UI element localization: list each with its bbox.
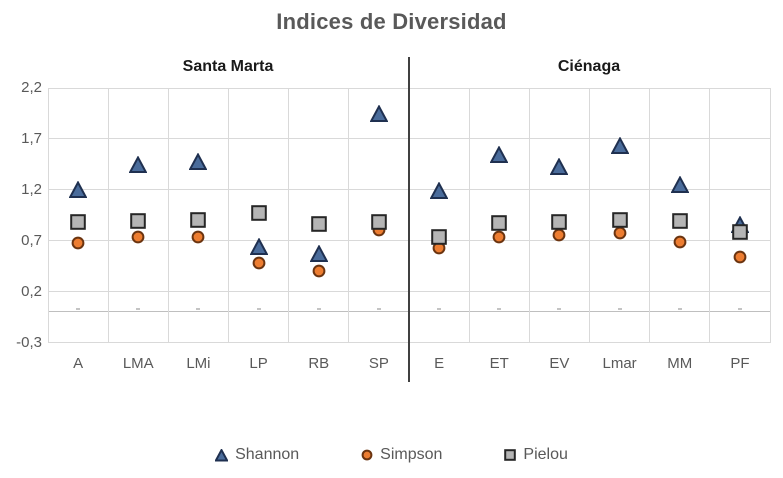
marker-pielou-lmi xyxy=(190,212,207,233)
y-tick-label: 1,2 xyxy=(21,180,42,198)
x-category-label: EV xyxy=(549,355,570,372)
legend-label: Pielou xyxy=(523,446,568,463)
zero-axis-tick xyxy=(196,308,201,310)
square-icon xyxy=(504,449,517,461)
marker-shannon-lp xyxy=(249,237,269,261)
marker-pielou-a xyxy=(70,214,86,235)
gridline-vertical xyxy=(288,88,290,343)
section-label-santa-marta: Santa Marta xyxy=(182,58,274,75)
x-category-label: RB xyxy=(308,355,330,372)
zero-axis-tick xyxy=(376,308,381,310)
marker-pielou-lma xyxy=(130,213,147,234)
marker-pielou-sp xyxy=(371,214,387,235)
zero-axis-tick xyxy=(76,308,81,310)
gridline-vertical xyxy=(769,88,771,343)
marker-simpson-et xyxy=(492,230,506,249)
marker-pielou-e xyxy=(431,228,447,250)
marker-simpson-lma xyxy=(131,230,145,249)
zero-axis-tick xyxy=(677,308,682,310)
marker-pielou-lp xyxy=(250,205,267,226)
gridline-vertical xyxy=(167,88,169,343)
legend-label: Simpson xyxy=(380,446,443,463)
x-category-label: SP xyxy=(368,355,389,372)
circle-icon xyxy=(361,449,373,461)
y-tick-label: 2,2 xyxy=(21,79,42,96)
gridline-vertical xyxy=(348,88,350,343)
zero-axis-tick xyxy=(557,308,562,310)
legend-item-shannon[interactable]: Shannon xyxy=(215,446,299,464)
marker-simpson-pf xyxy=(733,250,747,269)
x-category-label: ET xyxy=(489,355,509,372)
x-category-label: LMi xyxy=(186,355,211,372)
marker-pielou-pf xyxy=(732,223,748,245)
legend-label: Shannon xyxy=(235,446,300,463)
gridline-vertical xyxy=(589,88,590,343)
marker-shannon-ev xyxy=(549,157,569,181)
legend: Shannon Simpson Pielou xyxy=(0,446,783,464)
gridline-vertical xyxy=(468,88,470,343)
marker-shannon-lma xyxy=(128,155,148,179)
marker-shannon-e xyxy=(429,181,449,205)
y-tick-label: 0,7 xyxy=(21,231,42,249)
marker-shannon-a xyxy=(68,180,88,204)
x-category-label: E xyxy=(434,355,445,372)
x-category-label: A xyxy=(73,355,84,372)
section-label-cienaga: Ciénaga xyxy=(557,58,621,75)
marker-simpson-rb xyxy=(312,264,326,283)
legend-item-pielou[interactable]: Pielou xyxy=(504,446,568,464)
gridline-vertical xyxy=(709,88,711,343)
marker-simpson-lp xyxy=(252,256,266,275)
section-divider-line xyxy=(408,57,410,382)
marker-shannon-mm xyxy=(670,175,690,199)
gridline-vertical xyxy=(107,88,109,343)
zero-axis-tick xyxy=(617,308,622,310)
marker-shannon-sp xyxy=(369,104,389,128)
marker-shannon-lmar xyxy=(610,136,630,160)
zero-axis-tick xyxy=(316,308,321,310)
marker-pielou-ev xyxy=(551,214,568,235)
gridline-vertical xyxy=(228,88,229,343)
marker-pielou-lmar xyxy=(611,212,628,233)
gridline-vertical xyxy=(47,88,49,343)
x-category-label: LP xyxy=(249,355,268,372)
marker-shannon-lmi xyxy=(188,152,208,176)
x-category-label: Lmar xyxy=(602,355,637,372)
x-category-label: PF xyxy=(730,355,750,372)
legend-item-simpson[interactable]: Simpson xyxy=(361,446,442,464)
zero-axis-tick xyxy=(136,308,141,310)
marker-simpson-mm xyxy=(673,235,687,254)
marker-shannon-et xyxy=(489,145,509,169)
zero-axis-tick xyxy=(437,308,442,310)
triangle-icon xyxy=(215,448,229,462)
zero-axis-tick xyxy=(737,308,742,310)
gridline-vertical xyxy=(528,88,530,343)
marker-simpson-lmi xyxy=(191,230,205,249)
chart-title: Indices de Diversidad xyxy=(276,9,507,34)
gridline-vertical xyxy=(649,88,651,343)
x-category-label: LMA xyxy=(122,355,154,372)
zero-axis-tick xyxy=(256,308,261,310)
marker-pielou-rb xyxy=(310,216,327,237)
x-category-label: MM xyxy=(667,355,693,372)
y-tick-label: 1,7 xyxy=(21,129,42,147)
marker-simpson-a xyxy=(71,236,85,255)
y-tick-label: 0,2 xyxy=(21,282,42,300)
marker-pielou-mm xyxy=(671,213,688,234)
marker-pielou-et xyxy=(491,215,508,236)
marker-shannon-rb xyxy=(309,244,329,268)
y-tick-label: -0,3 xyxy=(16,333,42,351)
zero-axis-tick xyxy=(497,308,502,310)
